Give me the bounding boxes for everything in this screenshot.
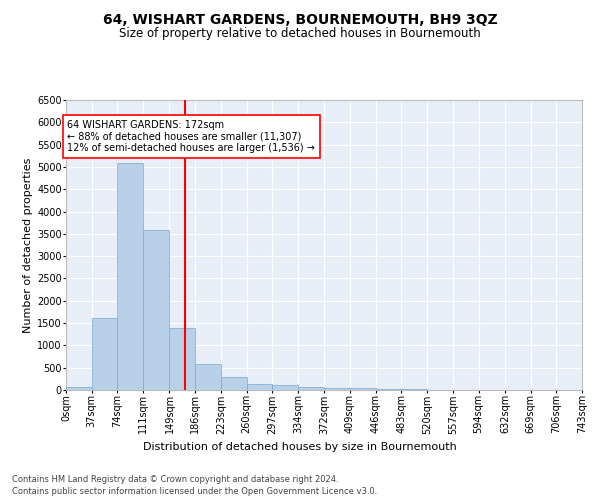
Bar: [195, 364, 221, 390]
Text: Size of property relative to detached houses in Bournemouth: Size of property relative to detached ho…: [119, 28, 481, 40]
Bar: [247, 384, 272, 390]
Y-axis label: Number of detached properties: Number of detached properties: [23, 158, 33, 332]
Text: Contains HM Land Registry data © Crown copyright and database right 2024.: Contains HM Land Registry data © Crown c…: [12, 475, 338, 484]
Text: 64 WISHART GARDENS: 172sqm
← 88% of detached houses are smaller (11,307)
12% of : 64 WISHART GARDENS: 172sqm ← 88% of deta…: [67, 120, 315, 154]
Text: Distribution of detached houses by size in Bournemouth: Distribution of detached houses by size …: [143, 442, 457, 452]
Text: Contains public sector information licensed under the Open Government Licence v3: Contains public sector information licen…: [12, 488, 377, 496]
Bar: [169, 328, 195, 390]
Text: 64, WISHART GARDENS, BOURNEMOUTH, BH9 3QZ: 64, WISHART GARDENS, BOURNEMOUTH, BH9 3Q…: [103, 12, 497, 26]
Bar: [272, 386, 298, 390]
Bar: [92, 318, 118, 390]
Bar: [118, 164, 143, 390]
Bar: [350, 388, 376, 390]
Bar: [376, 389, 401, 390]
Bar: [143, 230, 169, 390]
Bar: [325, 388, 350, 390]
Bar: [221, 377, 247, 390]
Bar: [298, 386, 325, 390]
Bar: [66, 386, 92, 390]
